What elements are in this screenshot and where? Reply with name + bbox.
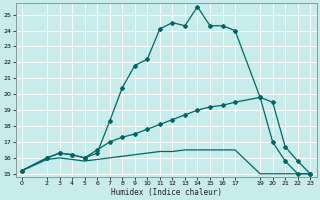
X-axis label: Humidex (Indice chaleur): Humidex (Indice chaleur) xyxy=(111,188,221,197)
